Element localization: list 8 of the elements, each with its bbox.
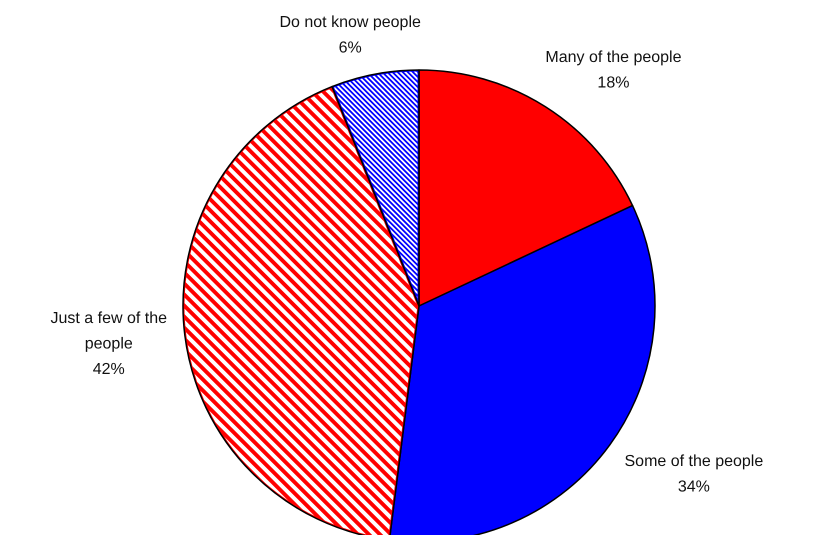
slice-label: Just a few of the people (50, 310, 168, 353)
slice-label: Many of the people (545, 49, 682, 66)
data-label: 34% (678, 478, 710, 496)
data-label: 42% (92, 361, 125, 378)
data-label: 6% (338, 40, 362, 56)
slice-label: Some of the people (624, 453, 764, 470)
data-label: 18% (597, 74, 630, 92)
slice-label: Do not know people (279, 14, 422, 31)
